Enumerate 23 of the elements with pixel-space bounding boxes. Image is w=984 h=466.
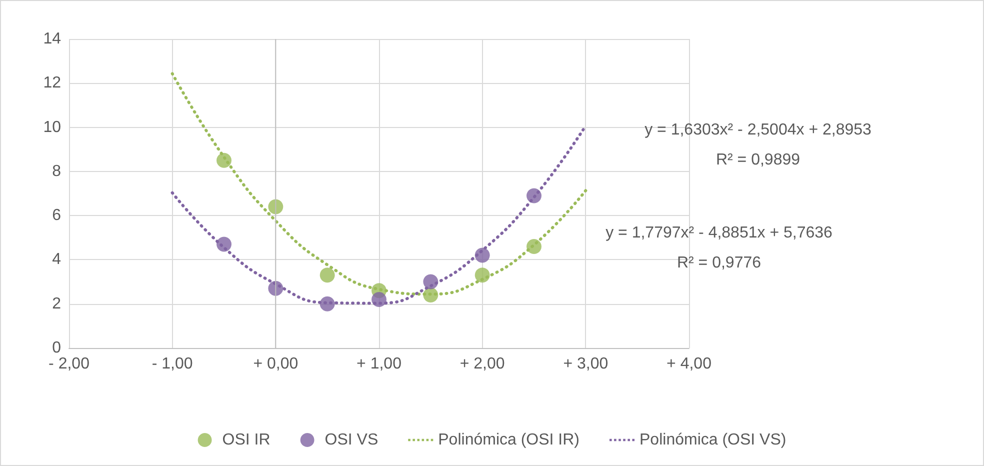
y-tick-label: 0 — [52, 340, 62, 356]
y-tick-label: 14 — [43, 30, 62, 48]
x-tick-label: + 0,00 — [253, 356, 298, 372]
annotation: y = 1,6303x² - 2,5004x + 2,8953 R² = 0,9899 — [644, 122, 872, 168]
x-tick-label: + 2,00 — [460, 356, 505, 372]
legend-label: Polinómica (OSI VS) — [640, 432, 786, 448]
x-tick-label: + 1,00 — [356, 356, 402, 372]
x-tick-label: - 2,00 — [48, 356, 90, 372]
y-tick-label: 10 — [43, 118, 62, 136]
y-tick-label: 4 — [52, 251, 62, 268]
x-tick-label: + 3,00 — [563, 356, 608, 372]
point — [268, 199, 284, 214]
y-tick-label: 2 — [52, 295, 62, 312]
y-tick-label: 6 — [52, 207, 62, 224]
point — [320, 268, 335, 283]
legend-label: OSI VS — [324, 432, 378, 448]
y-tick-label: 8 — [52, 162, 62, 180]
annotation: y = 1,7797x² - 4,8851x + 5,7636 R² = 0,9776 — [606, 224, 833, 272]
x-tick-label: - 1,00 — [152, 356, 193, 372]
legend-label: Polinómica (OSI IR) — [438, 432, 580, 448]
y-tick-label: 12 — [43, 74, 62, 92]
x-tick-label: + 4,00 — [666, 356, 712, 372]
legend-label: OSI IR — [222, 432, 270, 448]
